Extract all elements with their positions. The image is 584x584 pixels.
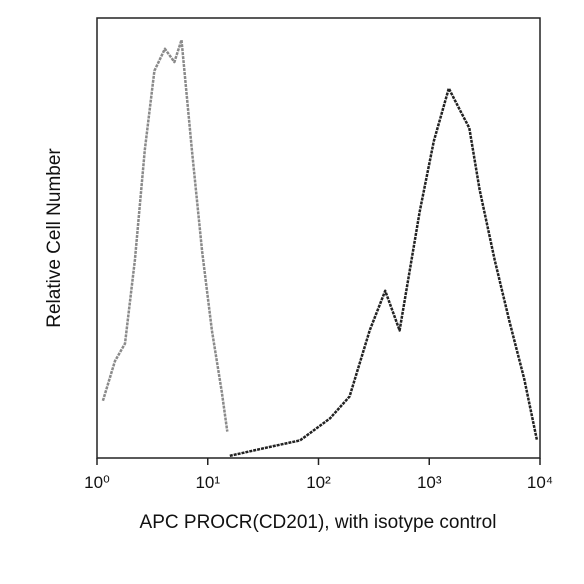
x-tick-label: 10³ xyxy=(417,473,442,492)
histogram-line xyxy=(101,38,229,432)
histogram-line xyxy=(229,87,539,458)
y-axis-title: Relative Cell Number xyxy=(44,148,65,328)
x-axis-title: APC PROCR(CD201), with isotype control xyxy=(140,512,497,533)
plot-frame xyxy=(96,17,541,459)
x-tick-label: 10⁰ xyxy=(84,473,110,492)
x-tick-label: 10² xyxy=(306,473,331,492)
x-tick-label: 10⁴ xyxy=(527,473,553,492)
x-tick-label: 10¹ xyxy=(195,473,220,492)
